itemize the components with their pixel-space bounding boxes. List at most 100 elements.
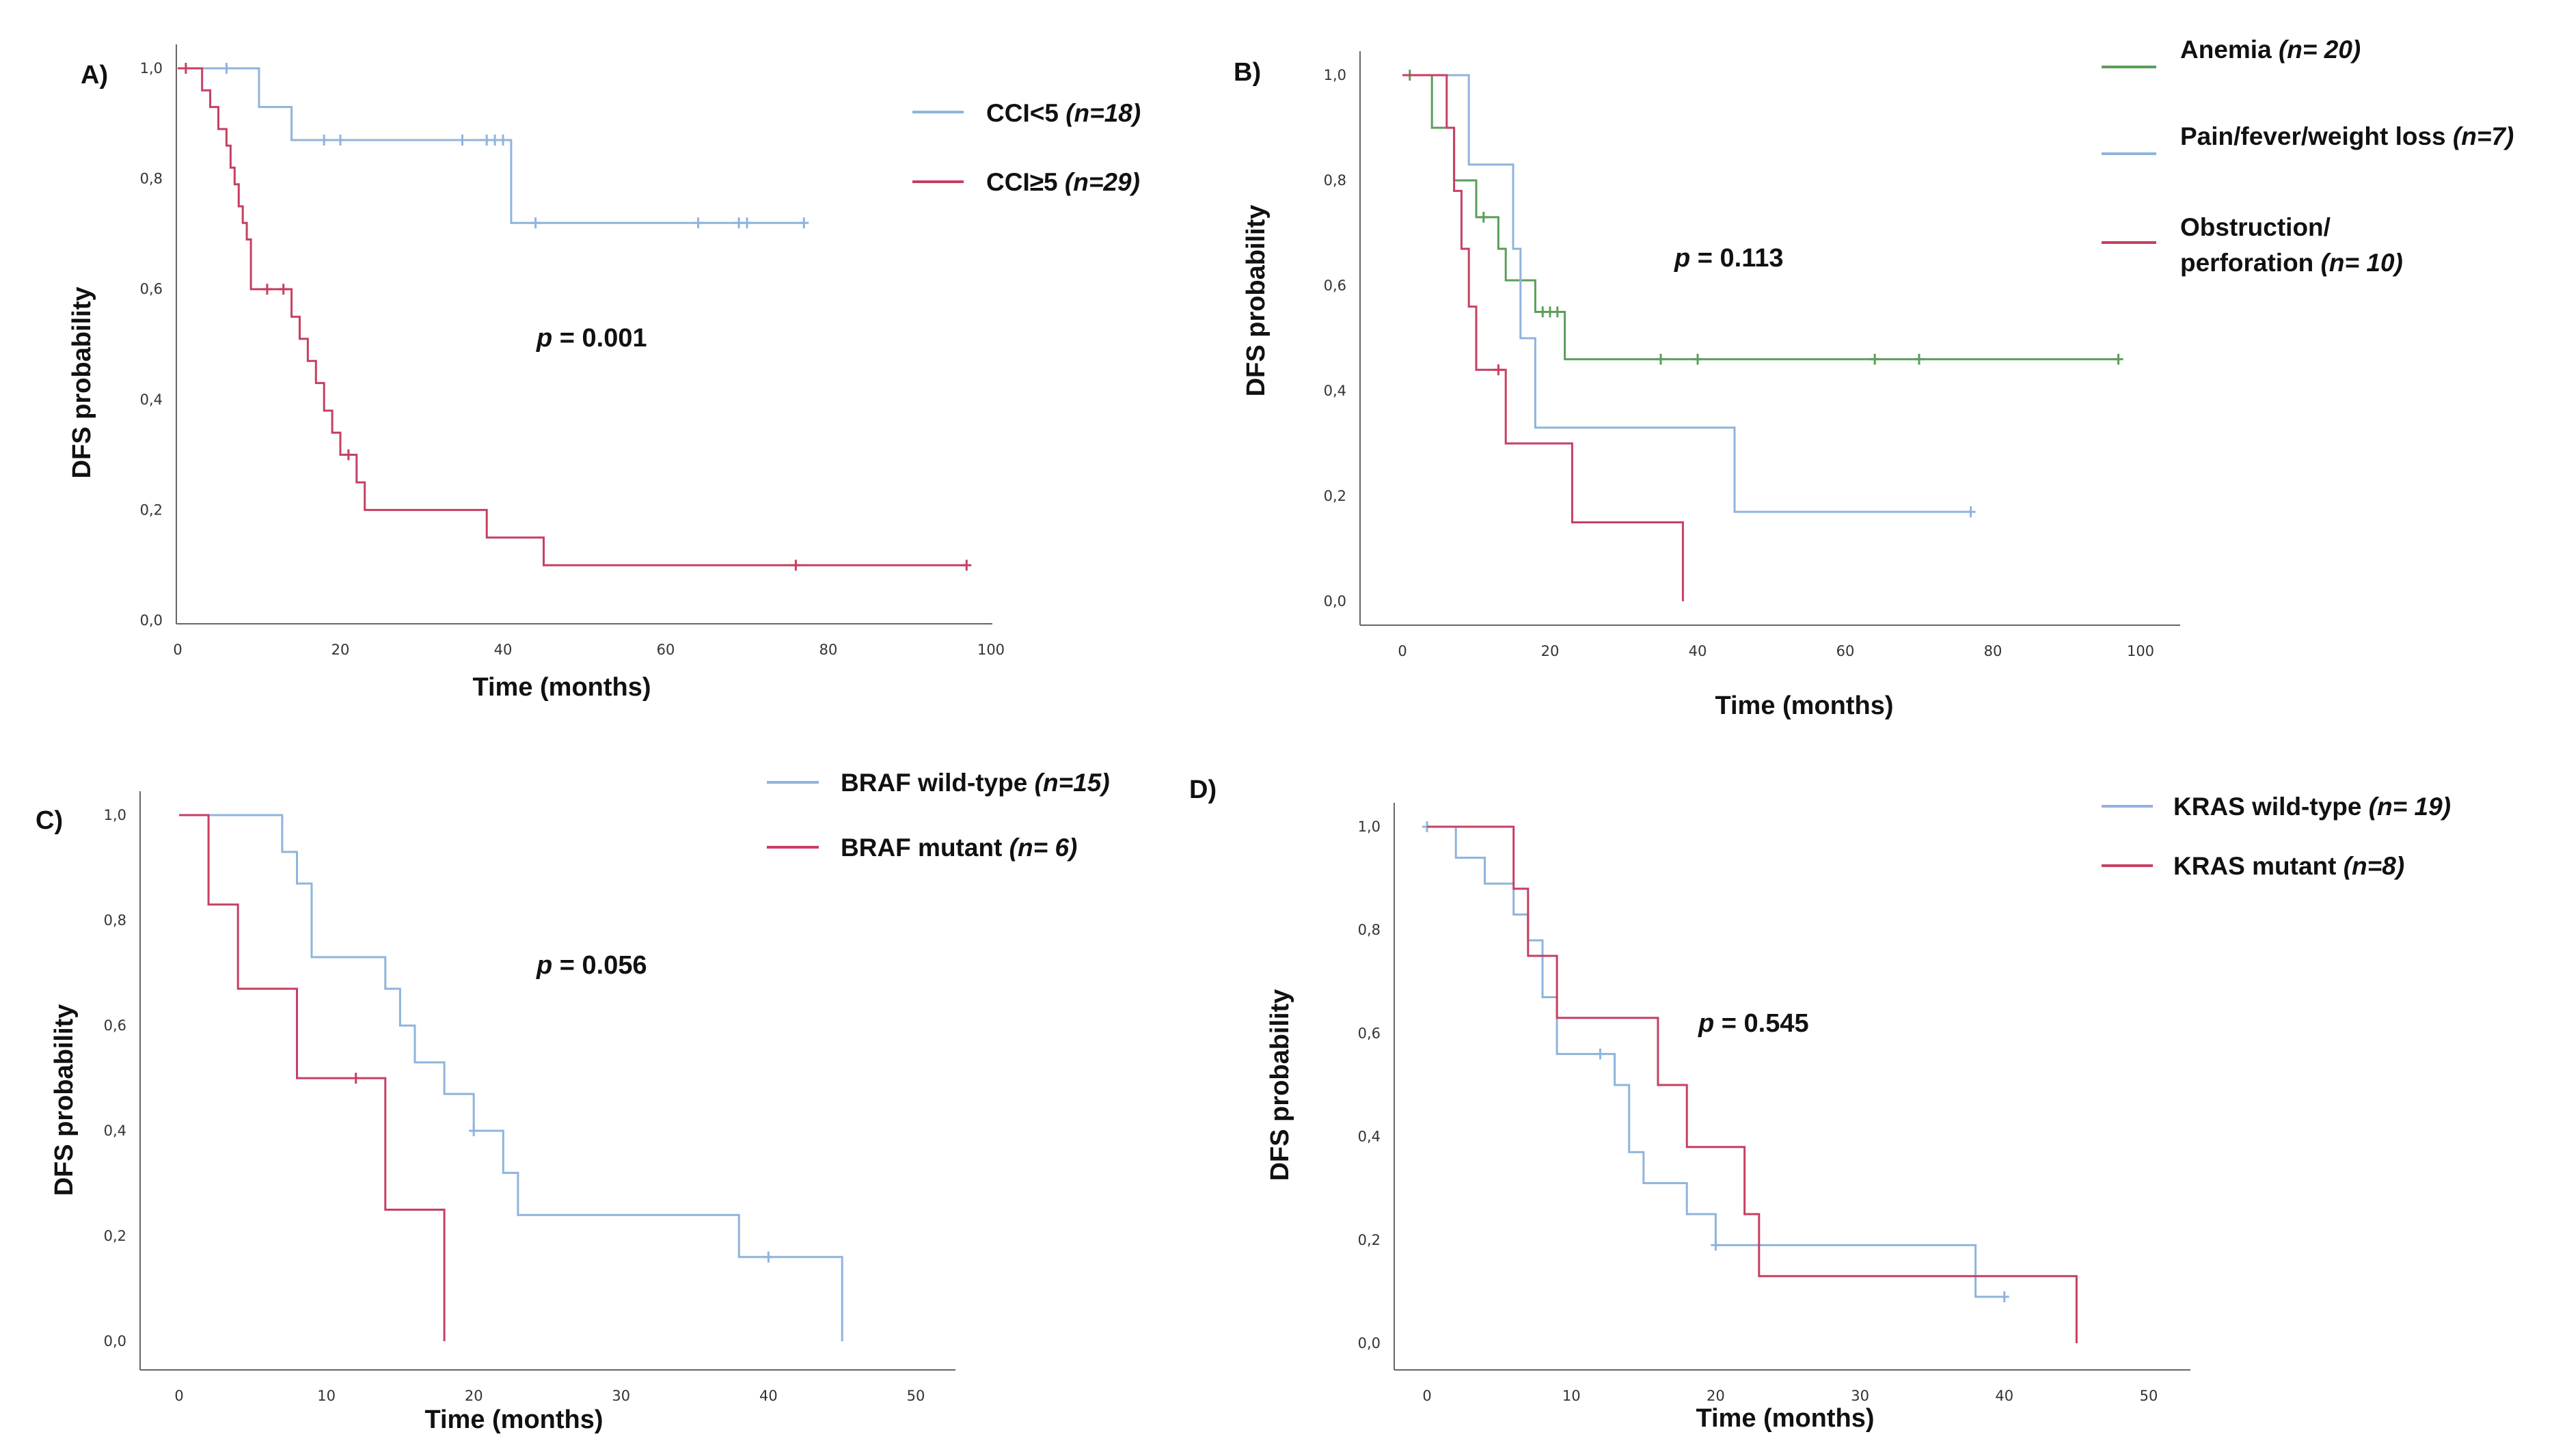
legend-label-braf-mutant: BRAF mutant (n= 6) [841, 834, 1077, 862]
chart-panel-4: 0,0 0,2 0,4 0,6 0,8 1,0 0 10 20 30 40 50 Time (month… [1189, 775, 2451, 1433]
x-tick-label: 50 [907, 1388, 925, 1404]
p-value-annotation: p = 0.113 [1674, 244, 1784, 273]
censor-mark [180, 63, 191, 74]
censor-mark [742, 217, 752, 229]
legend-label-cci-5: CCI<5 (n=18) [986, 99, 1141, 127]
x-tick-label: 20 [331, 642, 350, 658]
y-tick-label: 0,8 [1358, 922, 1381, 938]
x-tick-label: 0 [1398, 643, 1407, 659]
km-curve-anemia [1402, 74, 2119, 361]
y-tick-label: 0,4 [1324, 383, 1346, 399]
x-tick-label: 80 [819, 642, 838, 658]
y-tick-label: 0,0 [140, 612, 163, 629]
y-axis-label: DFS probability [1266, 989, 1294, 1181]
y-tick-label: 0,8 [104, 912, 126, 929]
y-tick-label: 0,2 [104, 1228, 126, 1244]
legend-label-obstruction-perforation-line2: perforation (n= 10) [2180, 249, 2403, 277]
y-tick-label: 0,6 [1358, 1025, 1381, 1041]
censor-mark [1966, 506, 1976, 518]
y-tick-label: 0,2 [1324, 488, 1346, 504]
y-tick-label: 0,2 [140, 502, 163, 518]
x-tick-label: 50 [2140, 1388, 2158, 1404]
km-curve-braf-wild-type [179, 814, 843, 1341]
censor-mark [1656, 353, 1666, 365]
p-value-annotation: p = 0.001 [536, 324, 647, 353]
x-tick-label: 30 [1851, 1388, 1869, 1404]
x-axis-label: Time (months) [424, 1405, 603, 1434]
x-tick-label: 40 [1689, 643, 1707, 659]
km-curve-cci-5 [178, 67, 967, 566]
censor-mark [1870, 353, 1880, 365]
y-tick-label: 0,8 [1324, 172, 1346, 189]
censor-mark [490, 135, 500, 146]
x-axis-label: Time (months) [1696, 1404, 1874, 1433]
censor-mark [278, 284, 288, 295]
censor-mark [469, 1125, 479, 1136]
y-tick-label: 0,0 [1358, 1335, 1381, 1351]
y-tick-label: 0,0 [104, 1333, 126, 1349]
censor-mark [457, 135, 467, 146]
chart-panel-2: 0,0 0,2 0,4 0,6 0,8 1,0 0 20 40 60 80 100 Time (mont… [1234, 36, 2514, 720]
censor-mark [799, 217, 809, 229]
legend-label-obstruction-perforation: Obstruction/ [2180, 213, 2331, 241]
x-tick-label: 0 [1422, 1388, 1431, 1404]
y-tick-label: 0,4 [104, 1123, 126, 1139]
km-curve-obstruction-perforation [1402, 74, 1684, 601]
censor-mark [1914, 353, 1924, 365]
p-value-annotation: p = 0.545 [1698, 1009, 1809, 1038]
panel-label: B) [1234, 58, 1261, 87]
km-curve-kras-mutant [1427, 825, 2078, 1343]
x-tick-label: 0 [173, 642, 182, 658]
censor-mark [351, 1073, 361, 1084]
legend-label-kras-mutant: KRAS mutant (n=8) [2173, 852, 2404, 880]
panel-label: D) [1189, 775, 1217, 804]
censor-mark [693, 217, 703, 229]
censor-mark [262, 284, 272, 295]
km-curve-braf-mutant [179, 814, 446, 1341]
y-tick-label: 0,0 [1324, 593, 1346, 609]
censor-mark [1711, 1239, 1721, 1251]
y-tick-label: 0,2 [1358, 1232, 1381, 1248]
censor-mark [530, 217, 541, 229]
y-tick-label: 1,0 [1358, 819, 1381, 835]
censor-mark [962, 560, 972, 571]
y-axis-label: DFS probability [50, 1004, 79, 1196]
x-axis-label: Time (months) [472, 673, 651, 702]
x-tick-label: 100 [977, 642, 1005, 658]
x-tick-label: 40 [494, 642, 513, 658]
censor-mark [221, 63, 232, 74]
censor-mark [1478, 211, 1489, 223]
y-tick-label: 0,8 [140, 171, 163, 187]
y-tick-label: 0,6 [140, 281, 163, 297]
y-tick-label: 1,0 [140, 60, 163, 77]
x-tick-label: 10 [1562, 1388, 1581, 1404]
censor-mark [734, 217, 744, 229]
y-tick-label: 0,4 [140, 392, 163, 408]
y-axis-label: DFS probability [68, 287, 96, 479]
legend-label-pain-fever-weight-loss: Pain/fever/weight loss (n=7) [2180, 122, 2514, 150]
chart-panel-1: 0,0 0,2 0,4 0,6 0,8 1,0 0 20 40 60 80 100 Time (mont… [68, 44, 1141, 702]
x-tick-label: 0 [174, 1388, 183, 1404]
km-curve-kras-wild-type [1427, 825, 2005, 1298]
y-tick-label: 0,6 [104, 1017, 126, 1034]
x-tick-label: 20 [1541, 643, 1560, 659]
x-tick-label: 30 [612, 1388, 630, 1404]
censor-mark [336, 135, 345, 146]
x-tick-label: 80 [1984, 643, 2002, 659]
censor-mark [2113, 353, 2123, 365]
censor-mark [498, 135, 508, 146]
panel-label: C) [36, 806, 63, 835]
censor-mark [1693, 353, 1702, 365]
x-tick-label: 100 [2127, 643, 2154, 659]
legend-label-anemia: Anemia (n= 20) [2180, 36, 2361, 64]
y-tick-label: 0,4 [1358, 1129, 1381, 1145]
legend-label-cci-5: CCI≥5 (n=29) [986, 168, 1140, 196]
censor-mark [763, 1251, 774, 1263]
censor-mark [319, 135, 329, 146]
panel-label: A) [81, 61, 108, 90]
p-value-annotation: p = 0.056 [536, 951, 647, 980]
chart-panel-3: 0,0 0,2 0,4 0,6 0,8 1,0 0 10 20 30 40 50 Time (month… [36, 769, 1110, 1434]
x-tick-label: 40 [1995, 1388, 2013, 1404]
censor-mark [1999, 1291, 2009, 1302]
